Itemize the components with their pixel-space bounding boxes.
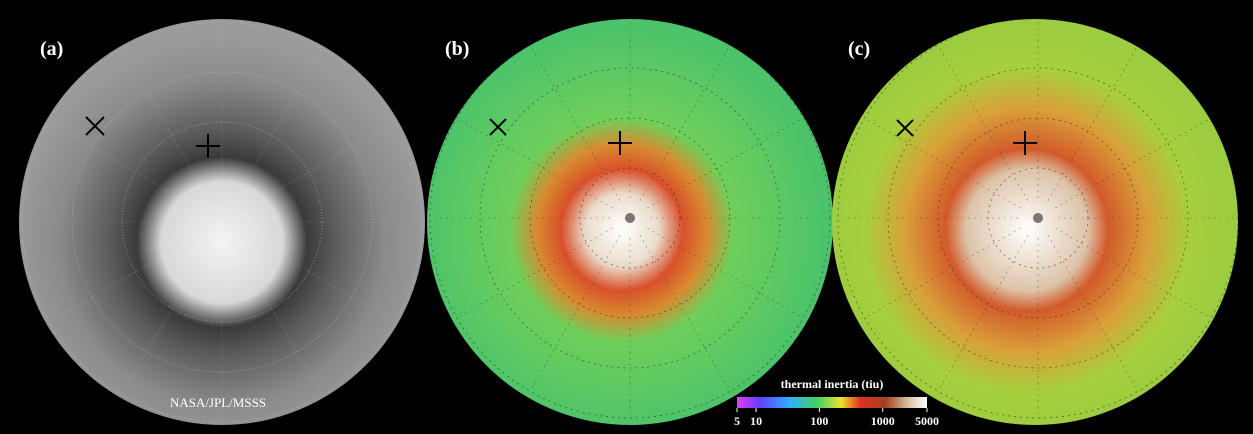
- panel-label: (a): [40, 38, 63, 60]
- panel-label: (b): [445, 38, 469, 60]
- pole: [625, 213, 635, 223]
- colorbar-tick-label: 5: [734, 414, 740, 428]
- colorbar-title: thermal inertia (tiu): [781, 377, 884, 391]
- figure: (a) (b) (c) NASA/JPL/MSSS thermal inerti…: [0, 0, 1253, 434]
- colorbar-tick-label: 10: [750, 414, 762, 428]
- maps: [19, 18, 1238, 425]
- colorbar-tick-label: 1000: [871, 414, 895, 428]
- page: (a) (b) (c) NASA/JPL/MSSS thermal inerti…: [0, 0, 1253, 434]
- colorbar-tick-label: 5000: [915, 414, 939, 428]
- panel-label: (c): [848, 38, 870, 60]
- pole: [1033, 213, 1043, 223]
- polar-map-a: [19, 19, 425, 425]
- colorbar: [737, 397, 927, 408]
- colorbar-tick-label: 100: [810, 414, 828, 428]
- credit: NASA/JPL/MSSS: [170, 395, 266, 410]
